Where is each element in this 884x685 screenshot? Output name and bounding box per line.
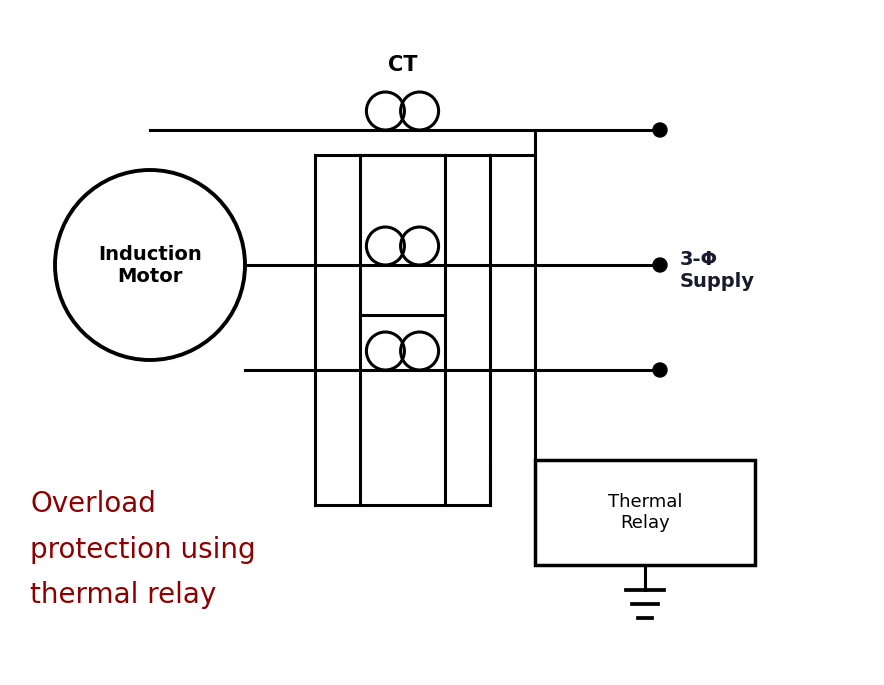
Text: CT: CT bbox=[388, 55, 417, 75]
Circle shape bbox=[653, 363, 667, 377]
Text: Thermal
Relay: Thermal Relay bbox=[608, 493, 682, 532]
Text: 3-Φ
Supply: 3-Φ Supply bbox=[680, 249, 755, 290]
Text: Induction
Motor: Induction Motor bbox=[98, 245, 202, 286]
Circle shape bbox=[653, 258, 667, 272]
Text: Overload
protection using
thermal relay: Overload protection using thermal relay bbox=[30, 490, 255, 609]
Circle shape bbox=[653, 123, 667, 137]
Bar bbox=[535, 460, 755, 565]
